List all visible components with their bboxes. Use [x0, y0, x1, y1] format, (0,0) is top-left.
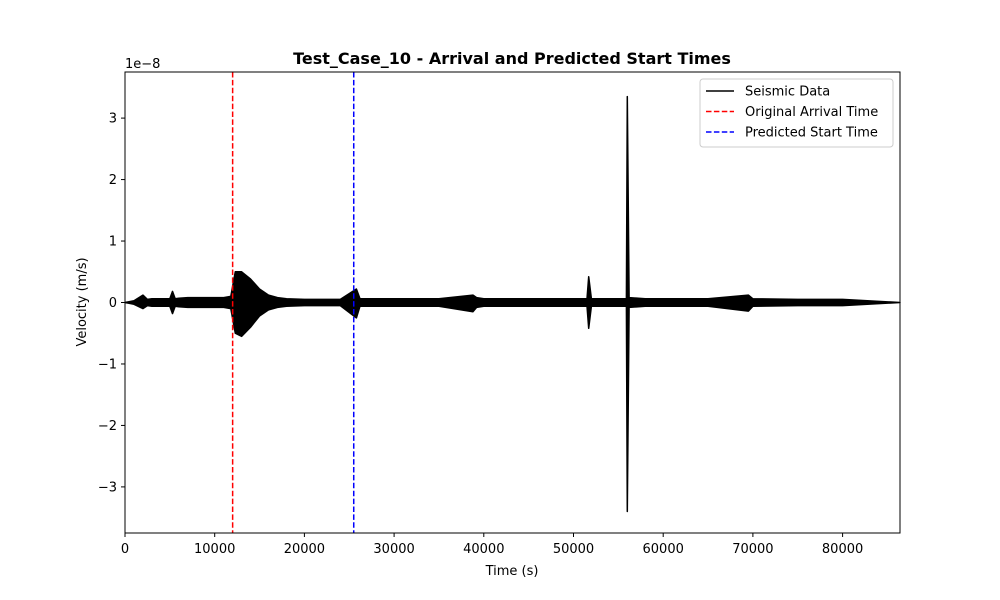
y-tick-label: 2	[109, 173, 117, 188]
y-tick-label: −1	[98, 357, 117, 372]
vline-layer	[231, 72, 355, 533]
x-tick-label: 20000	[284, 542, 325, 557]
legend: Seismic Data Original Arrival Time Predict…	[699, 78, 894, 148]
x-tick-label: 0	[121, 542, 129, 557]
x-tick-label: 10000	[194, 542, 235, 557]
y-axis-label: Velocity (m/s)	[75, 257, 90, 346]
x-tick-label: 70000	[732, 542, 773, 557]
y-axis-offset-label: 1e−8	[125, 57, 160, 72]
y-tick-label: 1	[109, 235, 117, 250]
legend-label: Predicted Start Time	[745, 126, 878, 141]
legend-item-seismic-data: Seismic Data	[706, 85, 830, 100]
legend-item-predicted-start-time: Predicted Start Time	[706, 126, 878, 141]
y-tick-label: 0	[109, 296, 117, 311]
x-tick-label: 30000	[373, 542, 414, 557]
y-tick-label: −3	[98, 480, 117, 495]
x-axis-ticks: 0 10000 20000 30000 40000 50000 60000 70000 8000…	[121, 533, 863, 557]
y-tick-label: −2	[98, 419, 117, 434]
x-axis-label: Time (s)	[485, 564, 539, 579]
x-tick-label: 60000	[643, 542, 684, 557]
legend-label: Original Arrival Time	[745, 105, 878, 120]
x-tick-label: 40000	[463, 542, 504, 557]
legend-label: Seismic Data	[745, 85, 830, 100]
chart-title: Test_Case_10 - Arrival and Predicted Sta…	[293, 49, 731, 68]
y-tick-label: 3	[109, 112, 117, 127]
x-tick-label: 80000	[822, 542, 863, 557]
y-axis-ticks: −3 −2 −1 0 1 2 3	[98, 112, 125, 495]
x-tick-label: 50000	[553, 542, 594, 557]
legend-frame	[699, 78, 894, 148]
legend-item-original-arrival-time: Original Arrival Time	[706, 105, 878, 120]
plot-area	[124, 71, 901, 534]
